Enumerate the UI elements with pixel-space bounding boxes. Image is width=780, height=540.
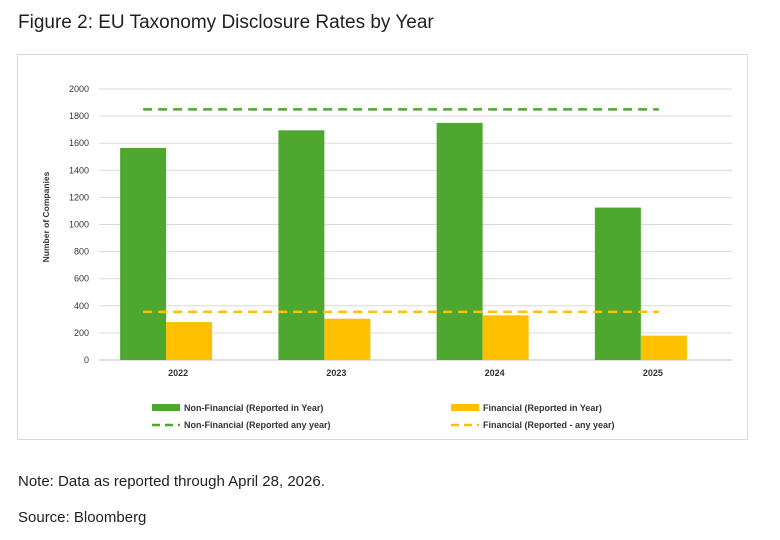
legend-label: Financial (Reported in Year) (483, 403, 602, 413)
legend-swatch (451, 404, 479, 411)
y-tick-label: 1200 (69, 192, 89, 202)
y-tick-labels: 0 200 400 600 800 1000 1200 1400 1600 1800 2000 (69, 84, 89, 365)
legend-label: Non-Financial (Reported any year) (184, 420, 331, 430)
y-axis-label: Number of Companies (41, 171, 51, 262)
bars (120, 122, 687, 360)
y-tick-label: 1800 (69, 111, 89, 121)
bar-financial-2025 (640, 335, 687, 360)
legend-label: Financial (Reported - any year) (483, 420, 615, 430)
legend-swatch (152, 404, 180, 411)
y-tick-label: 800 (74, 247, 89, 257)
x-category-labels: 2022 2023 2024 2025 (168, 368, 663, 378)
chart-panel: 0 200 400 600 800 1000 1200 1400 1600 1800 2000 20… (17, 54, 748, 440)
bar-financial-2022 (166, 322, 213, 360)
y-tick-label: 2000 (69, 84, 89, 94)
legend: Non-Financial (Reported in Year) Financia… (152, 403, 615, 430)
x-category-label: 2025 (643, 368, 663, 378)
y-tick-label: 1400 (69, 165, 89, 175)
y-tick-label: 400 (74, 301, 89, 311)
figure-source: Source: Bloomberg (18, 509, 147, 526)
y-tick-label: 0 (84, 355, 89, 365)
bar-non-financial-2025 (594, 207, 641, 360)
bar-non-financial-2023 (278, 130, 325, 360)
figure-title: Figure 2: EU Taxonomy Disclosure Rates b… (18, 12, 434, 33)
bar-financial-2023 (324, 318, 371, 360)
y-tick-label: 200 (74, 328, 89, 338)
bar-financial-2024 (482, 315, 529, 360)
y-tick-label: 600 (74, 274, 89, 284)
y-tick-label: 1600 (69, 138, 89, 148)
bar-chart: 0 200 400 600 800 1000 1200 1400 1600 1800 2000 20… (41, 84, 732, 430)
x-category-label: 2022 (168, 368, 188, 378)
x-category-label: 2023 (326, 368, 346, 378)
bar-non-financial-2024 (436, 122, 483, 360)
x-category-label: 2024 (485, 368, 505, 378)
y-tick-label: 1000 (69, 220, 89, 230)
legend-label: Non-Financial (Reported in Year) (184, 403, 323, 413)
figure-note: Note: Data as reported through April 28,… (18, 473, 325, 490)
bar-non-financial-2022 (120, 147, 167, 360)
reference-lines (143, 108, 659, 314)
